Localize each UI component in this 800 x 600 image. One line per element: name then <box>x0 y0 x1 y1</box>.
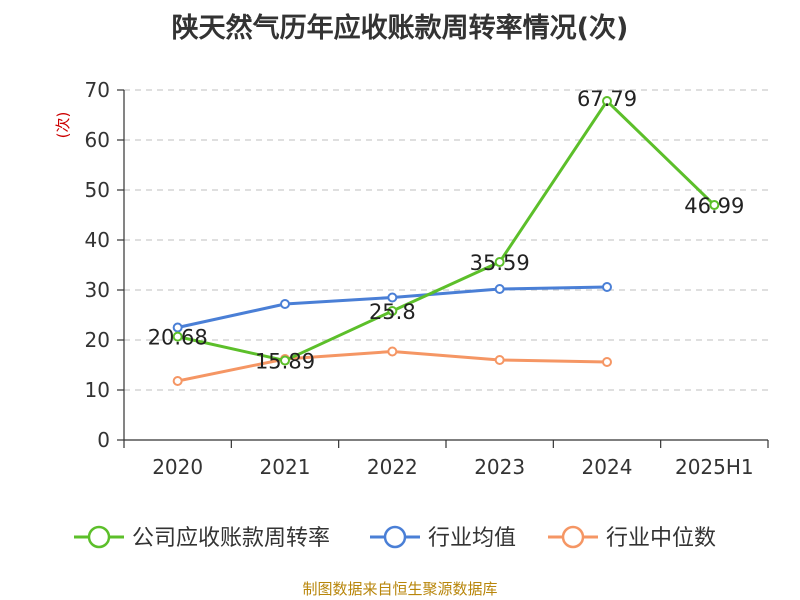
legend-label: 公司应收账款周转率 <box>132 526 330 551</box>
data-label: 67.79 <box>577 87 637 111</box>
data-point <box>602 96 612 107</box>
y-tick-label: 40 <box>85 228 110 252</box>
source-note: 制图数据来自恒生聚源数据库 <box>302 580 498 598</box>
chart-title: 陕天然气历年应收账款周转率情况(次) <box>171 13 629 44</box>
x-tick-label: 2020 <box>152 455 203 479</box>
legend-marker <box>87 525 111 549</box>
grid-lines <box>124 89 768 391</box>
data-point <box>280 355 290 366</box>
data-point <box>494 257 505 268</box>
y-tick-label: 10 <box>85 378 110 402</box>
legend-marker <box>561 525 585 549</box>
axes <box>117 89 769 448</box>
legend-label: 行业中位数 <box>606 526 716 551</box>
y-axis-label: (次) <box>54 112 72 139</box>
series-lines <box>172 96 720 386</box>
data-point <box>494 355 505 365</box>
legend-marker <box>383 525 407 549</box>
x-tick-label: 2024 <box>582 455 633 479</box>
legend-label: 行业均值 <box>428 526 516 551</box>
data-point <box>387 292 398 303</box>
data-labels: 20.68 15.89 25.8 35.59 67.79 46.99 <box>148 87 745 374</box>
data-point <box>172 376 183 386</box>
x-tick-label: 2021 <box>260 455 311 479</box>
data-point <box>387 306 398 316</box>
data-point <box>280 299 290 309</box>
x-tick-labels: 2020 2021 2022 2023 2024 2025H1 <box>152 455 753 479</box>
y-tick-label: 70 <box>85 78 110 102</box>
x-tick-label: 2025H1 <box>675 455 754 479</box>
series-line <box>176 99 716 363</box>
data-point <box>709 200 720 211</box>
y-tick-labels: 0 10 20 30 40 50 60 70 <box>85 78 110 452</box>
data-label: 15.89 <box>255 350 315 374</box>
data-label: 35.59 <box>470 251 530 275</box>
data-point <box>172 331 183 342</box>
data-point <box>602 357 612 367</box>
data-point <box>602 282 612 292</box>
data-label: 25.8 <box>369 300 416 324</box>
data-point <box>494 284 505 294</box>
legend: 公司应收账款周转率 行业均值 行业中位数 <box>74 525 716 551</box>
x-tick-label: 2023 <box>474 455 525 479</box>
y-tick-label: 30 <box>85 278 110 302</box>
y-tick-label: 60 <box>85 128 110 152</box>
data-label: 46.99 <box>684 194 744 218</box>
data-point <box>172 322 183 333</box>
data-point <box>387 346 398 357</box>
y-tick-label: 0 <box>97 428 110 452</box>
x-tick-label: 2022 <box>367 455 418 479</box>
y-tick-label: 20 <box>85 328 110 352</box>
data-label: 20.68 <box>148 326 208 350</box>
y-tick-label: 50 <box>85 178 110 202</box>
